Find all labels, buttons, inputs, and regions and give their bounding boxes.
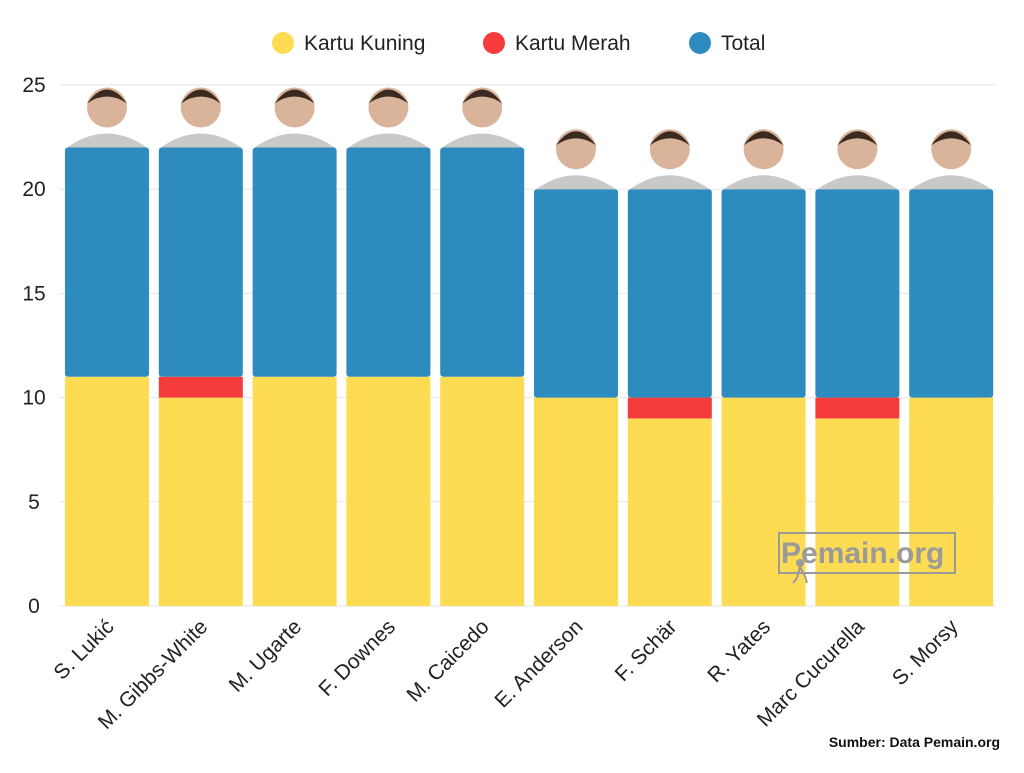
legend-swatch bbox=[483, 32, 505, 54]
bars bbox=[65, 147, 994, 606]
x-tick-label: S. Lukić bbox=[49, 615, 118, 684]
x-tick-label: F. Schär bbox=[611, 615, 682, 686]
x-tick-label: S. Morsy bbox=[888, 615, 963, 690]
bar-kartu-merah bbox=[158, 376, 243, 398]
y-tick-label: 15 bbox=[22, 282, 45, 305]
bar-total bbox=[534, 189, 618, 398]
bar-total bbox=[909, 189, 994, 398]
bar-kartu-kuning bbox=[627, 418, 712, 606]
player-photo bbox=[442, 87, 523, 148]
y-tick-label: 5 bbox=[28, 491, 40, 514]
watermark-frame bbox=[778, 532, 956, 574]
player-photo bbox=[723, 129, 804, 190]
y-tick-label: 10 bbox=[22, 387, 45, 410]
bar-kartu-kuning bbox=[346, 376, 431, 606]
x-tick-label: F. Downes bbox=[314, 615, 400, 701]
player-photo bbox=[536, 129, 616, 190]
bar-kartu-kuning bbox=[534, 397, 618, 606]
bar-kartu-kuning bbox=[65, 376, 149, 606]
bar-kartu-kuning bbox=[721, 397, 806, 606]
bar-total bbox=[815, 189, 900, 398]
x-tick-label: M. Ugarte bbox=[225, 615, 306, 696]
watermark: Pemain.org bbox=[778, 532, 956, 584]
x-tick-label: E. Anderson bbox=[490, 615, 587, 712]
player-photo bbox=[348, 87, 429, 148]
player-photo bbox=[911, 129, 992, 190]
bar-total bbox=[627, 189, 712, 398]
legend-item: Kartu Merah bbox=[483, 32, 631, 55]
watermark-player-icon bbox=[792, 559, 808, 584]
legend-label: Total bbox=[721, 32, 765, 55]
player-photo bbox=[817, 129, 898, 190]
legend-swatch bbox=[272, 32, 294, 54]
player-photo bbox=[67, 87, 147, 148]
bar-kartu-kuning bbox=[252, 376, 337, 606]
y-axis: 0 5 10 15 20 25 bbox=[22, 74, 45, 618]
source-note: Sumber: Data Pemain.org bbox=[829, 734, 1000, 750]
legend-swatch bbox=[689, 32, 711, 54]
player-photo bbox=[160, 87, 241, 148]
player-photo bbox=[629, 129, 710, 190]
bar-kartu-kuning bbox=[909, 397, 994, 606]
legend-label: Kartu Merah bbox=[515, 32, 631, 55]
bar-total bbox=[65, 147, 149, 377]
bar-kartu-kuning bbox=[815, 418, 900, 606]
legend-item: Kartu Kuning bbox=[272, 32, 425, 55]
bar-kartu-merah bbox=[627, 397, 712, 419]
bar-total bbox=[158, 147, 243, 377]
bar-kartu-kuning bbox=[158, 397, 243, 606]
legend: Kartu Kuning Kartu Merah Total bbox=[272, 32, 765, 55]
legend-item: Total bbox=[689, 32, 765, 55]
bar-kartu-kuning bbox=[440, 376, 525, 606]
watermark-text: Pemain.org bbox=[781, 537, 944, 570]
y-tick-label: 25 bbox=[22, 74, 45, 97]
bar-total bbox=[721, 189, 806, 398]
player-photo bbox=[254, 87, 335, 148]
player-photos bbox=[67, 87, 992, 190]
x-tick-label: M. Caicedo bbox=[402, 615, 493, 706]
y-tick-label: 0 bbox=[28, 595, 40, 618]
legend-label: Kartu Kuning bbox=[304, 32, 425, 55]
bar-kartu-merah bbox=[815, 397, 900, 419]
bar-total bbox=[346, 147, 431, 377]
bar-total bbox=[252, 147, 337, 377]
x-tick-label: R. Yates bbox=[703, 615, 775, 687]
y-tick-label: 20 bbox=[22, 178, 45, 201]
bar-total bbox=[440, 147, 525, 377]
